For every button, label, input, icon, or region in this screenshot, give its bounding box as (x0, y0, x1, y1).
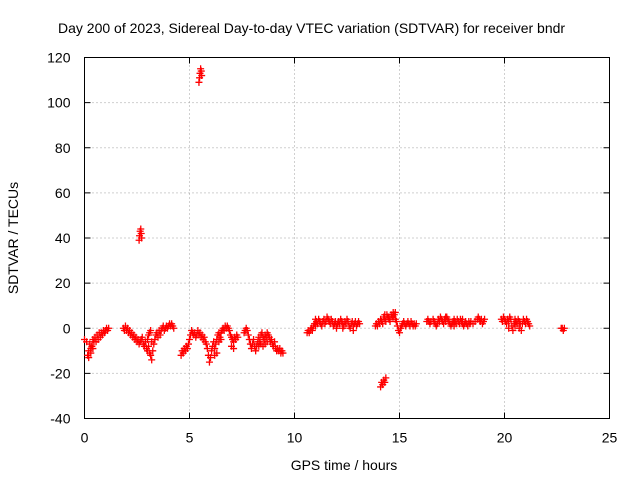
data-point (213, 349, 221, 357)
y-tick-label: 60 (55, 185, 71, 201)
data-point (412, 320, 420, 328)
data-point (308, 327, 316, 335)
data-point (511, 322, 519, 330)
data-point (396, 329, 403, 337)
data-point (279, 349, 287, 357)
data-point (391, 308, 399, 316)
data-point (147, 327, 155, 335)
data-point (450, 322, 458, 330)
data-point (183, 345, 191, 353)
data-point (148, 338, 156, 346)
x-tick-label: 10 (287, 430, 303, 446)
data-point (526, 322, 534, 330)
x-tick-label: 5 (186, 430, 194, 446)
data-point (184, 340, 192, 348)
data-point (200, 333, 208, 341)
y-tick-label: 0 (63, 320, 71, 336)
data-point (339, 324, 347, 332)
x-tick-label: 25 (602, 430, 618, 446)
data-point (186, 336, 193, 344)
y-tick-label: 80 (55, 140, 71, 156)
data-point (271, 338, 279, 346)
data-point (85, 354, 93, 362)
data-point (243, 327, 251, 335)
data-point (459, 315, 466, 323)
x-tick-label: 0 (81, 430, 89, 446)
y-axis-label: SDTVAR / TECUs (5, 182, 21, 294)
data-point (205, 358, 213, 366)
data-point (560, 324, 568, 332)
y-tick-label: -40 (50, 411, 70, 427)
data-point (349, 327, 357, 335)
data-point (515, 324, 523, 332)
data-point (382, 374, 390, 382)
data-point (148, 356, 156, 364)
data-point (234, 333, 242, 341)
data-point (147, 351, 155, 359)
axis-ticks (84, 57, 610, 419)
data-point (89, 345, 97, 353)
data-point (442, 313, 450, 321)
y-tick-label: 20 (55, 275, 71, 291)
data-point (225, 327, 233, 335)
data-point (138, 333, 146, 341)
data-point (333, 324, 340, 332)
data-point (509, 327, 517, 335)
data-point (505, 324, 513, 332)
data-point (263, 338, 271, 346)
data-point (211, 345, 219, 353)
data-point (105, 324, 113, 332)
y-tick-label: -20 (50, 365, 70, 381)
data-point (481, 315, 489, 323)
data-points (81, 65, 568, 391)
data-point (145, 342, 153, 350)
data-point (250, 336, 258, 344)
data-point (149, 347, 157, 355)
data-point (230, 345, 238, 353)
x-tick-labels: 0 5 10 15 20 25 (81, 430, 618, 446)
data-point (392, 317, 400, 325)
data-point (381, 311, 389, 319)
data-point (381, 378, 389, 386)
y-tick-label: 40 (55, 230, 71, 246)
x-tick-label: 20 (497, 430, 513, 446)
data-point (198, 72, 206, 80)
y-tick-label: 100 (47, 95, 71, 111)
plot-frame (84, 57, 610, 419)
x-axis-label: GPS time / hours (291, 457, 398, 473)
data-point (389, 313, 397, 321)
data-point (87, 349, 95, 357)
data-point (202, 340, 210, 348)
data-point (144, 336, 151, 344)
data-point (356, 320, 364, 328)
data-point (312, 315, 319, 323)
data-point (203, 345, 211, 353)
data-point (207, 354, 214, 362)
data-point (217, 336, 225, 344)
chart-title: Day 200 of 2023, Sidereal Day-to-day VTE… (58, 20, 565, 36)
y-tick-label: 120 (47, 50, 71, 66)
data-point (252, 347, 260, 355)
grid-lines (84, 57, 610, 419)
data-point (386, 317, 394, 325)
data-point (138, 234, 146, 242)
y-tick-labels: -40 -20 0 20 40 60 80 100 120 (47, 50, 71, 427)
data-point (170, 324, 178, 332)
data-point (156, 331, 164, 339)
data-point (244, 331, 252, 339)
x-tick-label: 15 (392, 430, 408, 446)
